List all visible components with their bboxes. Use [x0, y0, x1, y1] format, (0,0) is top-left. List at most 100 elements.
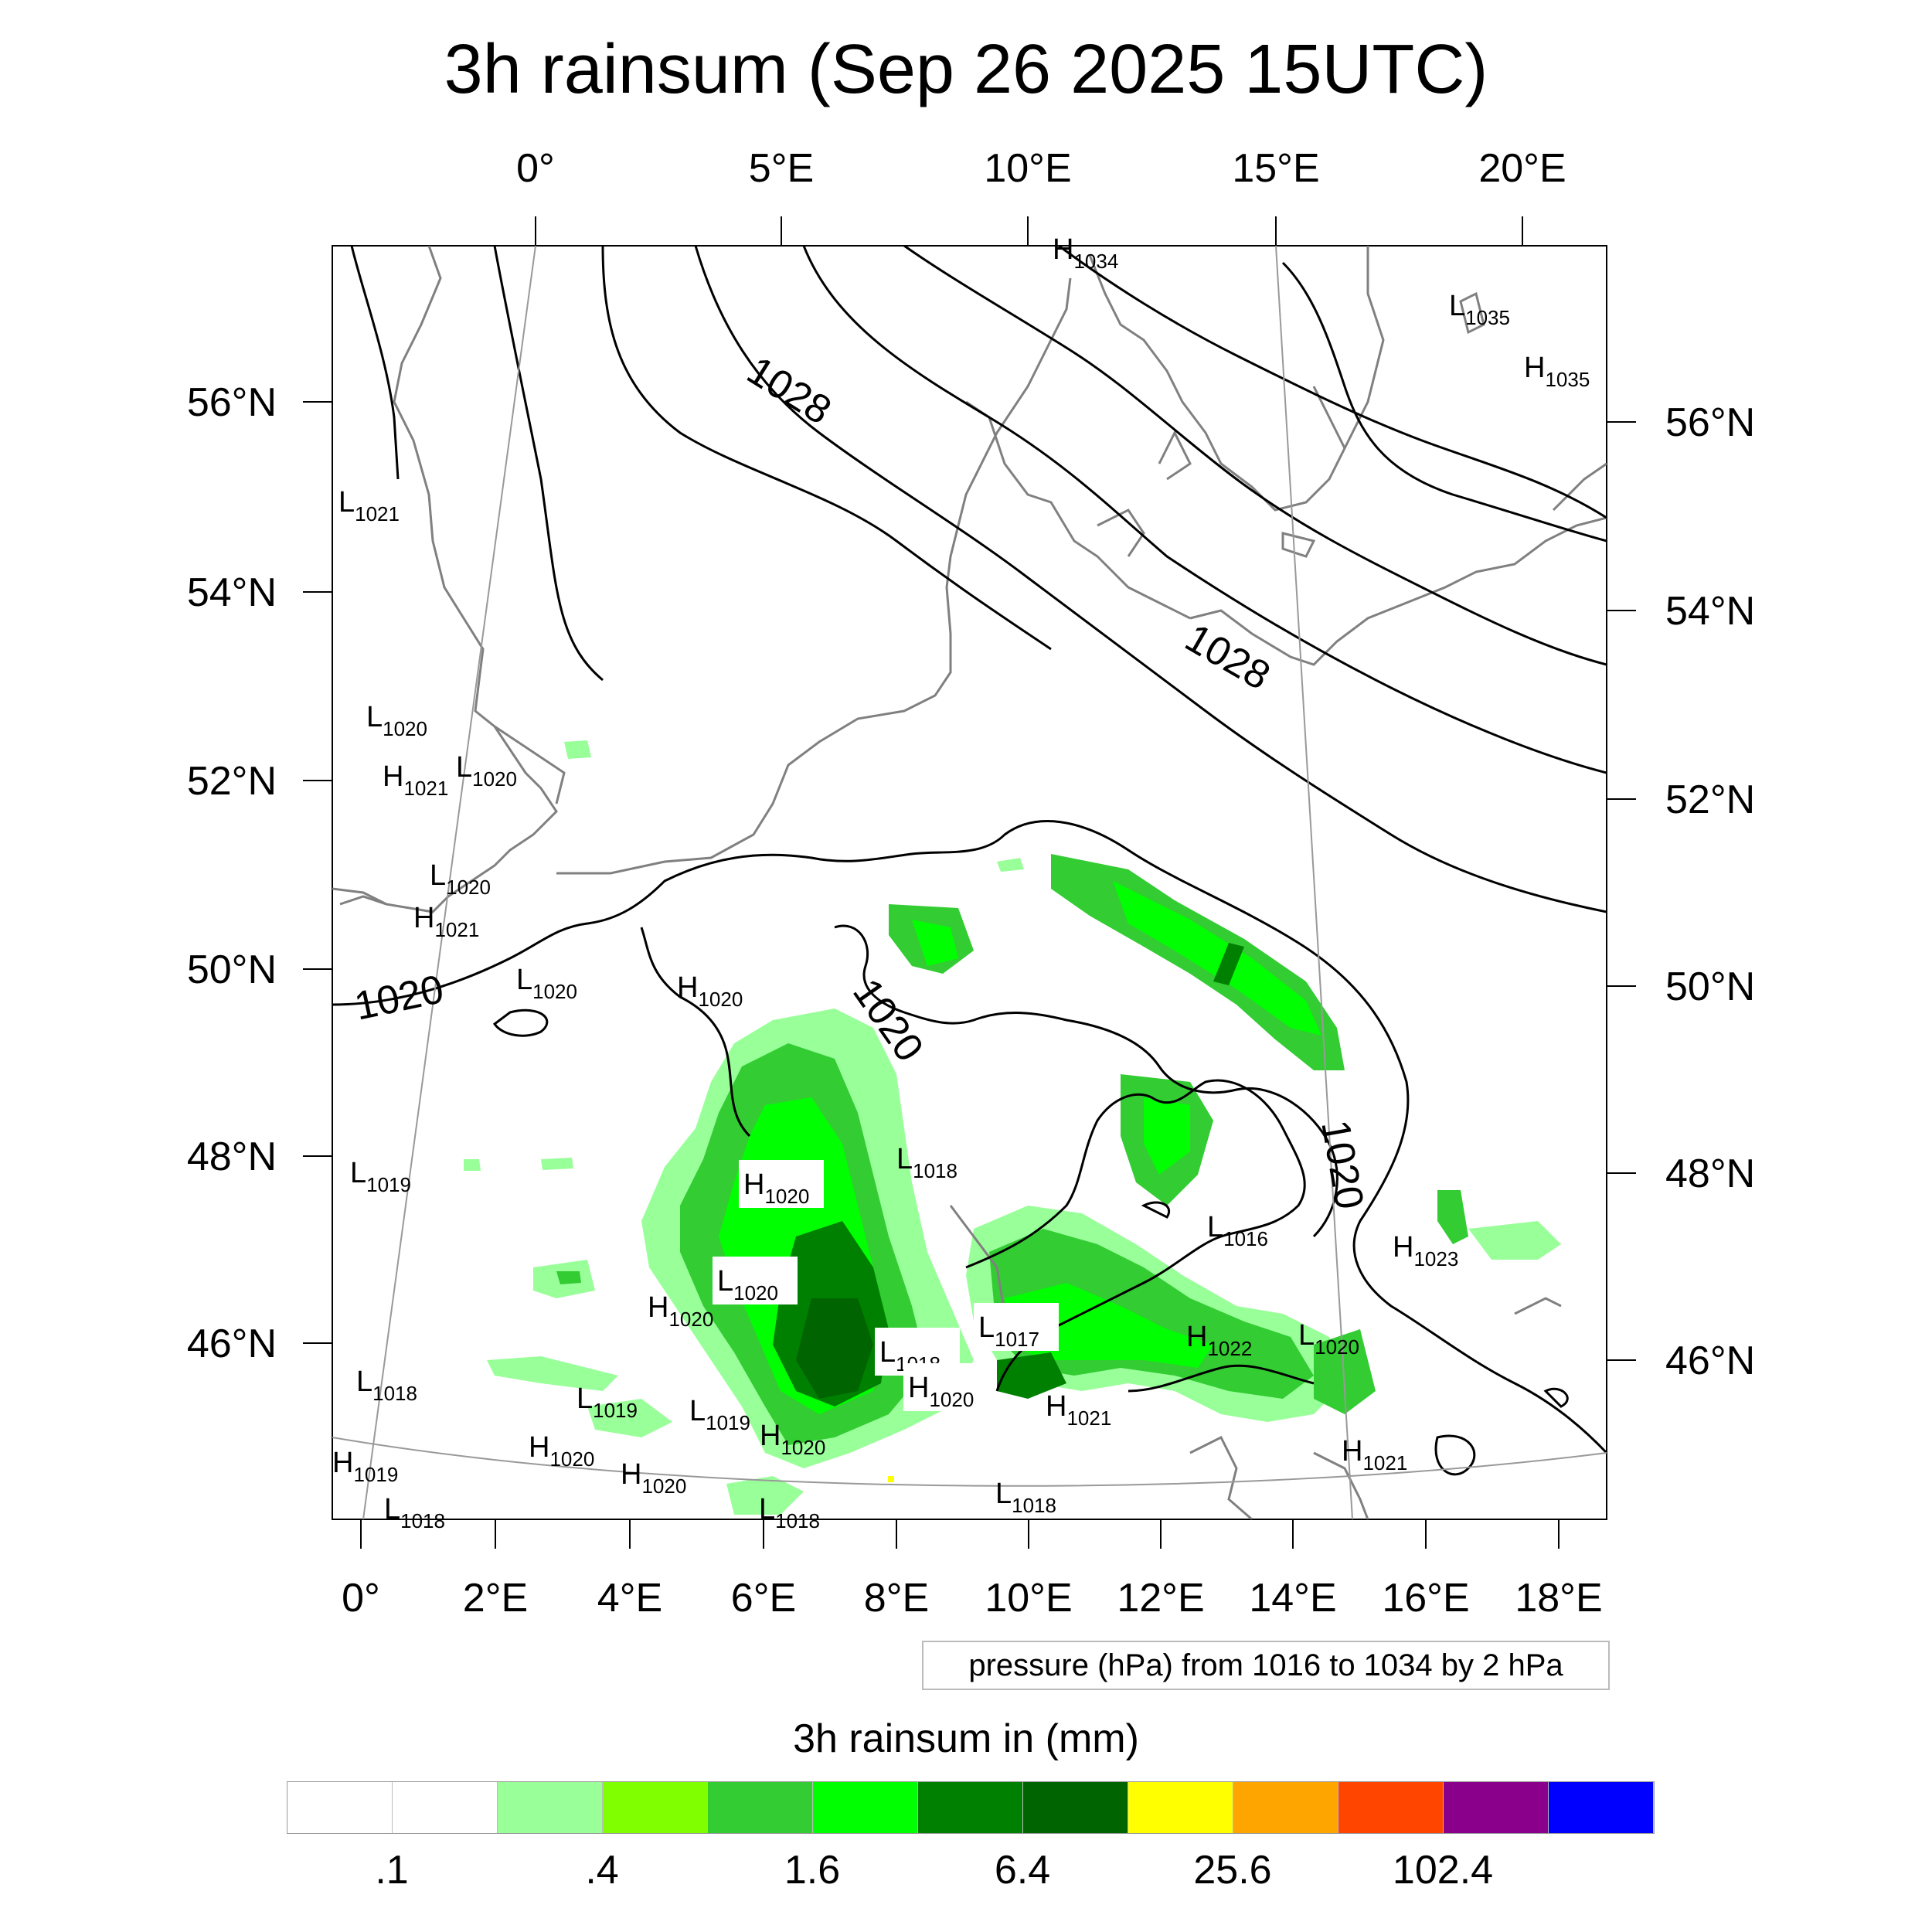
low-pressure-label: L1020: [430, 859, 491, 899]
colorbar-label: .1: [375, 1848, 409, 1893]
pressure-center-text: H1021: [1046, 1390, 1111, 1430]
lat-label: 48°N: [187, 1134, 277, 1179]
low-pressure-label: L1035: [1449, 290, 1510, 329]
high-pressure-label: H1020: [739, 1160, 824, 1208]
colorbar-swatch: [1233, 1782, 1338, 1833]
colorbar-title: 3h rainsum in (mm): [793, 1716, 1139, 1761]
pressure-center-text: H1019: [332, 1447, 398, 1486]
pressure-centers: H1034L1035H1035L1021L1020H1021L1020L1020…: [332, 233, 1590, 1532]
label-background: [713, 1257, 798, 1304]
lat-label: 48°N: [1665, 1151, 1755, 1196]
high-pressure-label: H1020: [529, 1431, 594, 1471]
pressure-center-text: H1020: [621, 1458, 686, 1498]
pressure-center-text: H1023: [1393, 1231, 1458, 1270]
lon-label: 2°E: [463, 1576, 528, 1621]
lat-label: 56°N: [1665, 400, 1755, 445]
colorbar-swatch: [1128, 1782, 1233, 1833]
colorbar-label: 1.6: [784, 1848, 841, 1893]
high-pressure-label: H1020: [903, 1363, 988, 1411]
lat-label: 56°N: [187, 380, 277, 425]
high-pressure-label: H1019: [332, 1447, 398, 1486]
low-pressure-label: L1019: [689, 1395, 750, 1434]
pressure-center-text: L1020: [516, 964, 577, 1003]
pressure-center-text: H1021: [383, 760, 448, 800]
label-background: [903, 1363, 988, 1411]
lat-label: 46°N: [1665, 1338, 1755, 1383]
pressure-center-text: L1035: [1449, 290, 1510, 329]
lon-label: 6°E: [731, 1576, 796, 1621]
pressure-center-text: L1017: [978, 1311, 1039, 1351]
bottom-lon-labels: 0° 2°E 4°E 6°E 8°E 10°E 12°E 14°E 16°E 1…: [342, 1576, 1603, 1621]
pressure-center-text: L1020: [1298, 1319, 1359, 1359]
lon-label: 14°E: [1249, 1576, 1336, 1621]
low-pressure-label: L1020: [1298, 1319, 1359, 1359]
pressure-center-text: L1019: [350, 1157, 411, 1196]
high-pressure-label: H1021: [413, 902, 479, 941]
pressure-center-text: L1018: [356, 1366, 417, 1405]
lon-label: 16°E: [1382, 1576, 1469, 1621]
pressure-center-text: L1018: [384, 1493, 445, 1532]
pressure-center-text: L1019: [577, 1383, 638, 1422]
pressure-center-text: H1020: [677, 971, 743, 1011]
pressure-center-text: L1018: [759, 1493, 820, 1532]
pressure-center-text: H1035: [1524, 352, 1590, 391]
low-pressure-label: L1018: [995, 1478, 1056, 1517]
high-pressure-label: H1021: [1046, 1390, 1111, 1430]
colorbar-swatch: [498, 1782, 603, 1833]
isobars: [332, 246, 1607, 1476]
colorbar-swatch: [1023, 1782, 1128, 1833]
lon-label: 20°E: [1478, 146, 1566, 191]
high-pressure-label: H1020: [677, 971, 743, 1011]
low-pressure-label: L1018: [759, 1493, 820, 1532]
graticule: [332, 246, 1607, 1519]
lon-label: 5°E: [749, 146, 814, 191]
colorbar: [287, 1781, 1655, 1834]
colorbar-label: .4: [585, 1848, 619, 1893]
pressure-center-text: L1019: [689, 1395, 750, 1434]
low-pressure-label: L1020: [366, 701, 427, 740]
pressure-center-text: H1034: [1053, 233, 1118, 273]
colorbar-swatch: [1444, 1782, 1549, 1833]
high-pressure-label: H1035: [1524, 352, 1590, 391]
pressure-center-text: H1020: [908, 1372, 974, 1411]
lon-label: 8°E: [864, 1576, 929, 1621]
pressure-center-text: L1018: [995, 1478, 1056, 1517]
pressure-center-text: H1022: [1186, 1321, 1252, 1360]
colorbar-swatch: [603, 1782, 708, 1833]
pressure-info-box: pressure (hPa) from 1016 to 1034 by 2 hP…: [922, 1641, 1610, 1690]
low-pressure-label: L1020: [713, 1257, 798, 1304]
label-background: [739, 1160, 824, 1208]
high-pressure-label: H1034: [1053, 233, 1118, 273]
lat-label: 52°N: [1665, 777, 1755, 822]
low-pressure-label: L1019: [577, 1383, 638, 1422]
low-pressure-label: L1018: [896, 1143, 957, 1182]
colorbar-label: 25.6: [1193, 1848, 1272, 1893]
colorbar-label: 102.4: [1392, 1848, 1494, 1893]
pressure-center-text: H1020: [529, 1431, 594, 1471]
colorbar-swatch: [393, 1782, 498, 1833]
plot-frame: [332, 245, 1607, 1520]
high-pressure-label: H1023: [1393, 1231, 1458, 1270]
colorbar-swatch: [708, 1782, 813, 1833]
low-pressure-label: L1018: [356, 1366, 417, 1405]
high-pressure-label: H1020: [648, 1291, 713, 1331]
low-pressure-label: L1020: [456, 751, 517, 791]
pressure-center-text: H1021: [413, 902, 479, 941]
pressure-center-text: L1020: [456, 751, 517, 791]
pressure-center-text: L1020: [430, 859, 491, 899]
colorbar-swatch: [918, 1782, 1023, 1833]
high-pressure-label: H1020: [760, 1420, 825, 1459]
lon-label: 10°E: [985, 1576, 1072, 1621]
colorbar-label: 6.4: [994, 1848, 1051, 1893]
pressure-center-text: H1020: [743, 1168, 809, 1208]
lon-label: 0°: [342, 1576, 380, 1621]
low-pressure-label: L1017: [974, 1303, 1059, 1351]
left-lat-labels: 56°N 54°N 52°N 50°N 48°N 46°N: [187, 380, 277, 1366]
axis-ticks: [303, 216, 1636, 1549]
pressure-center-text: L1016: [1207, 1211, 1268, 1250]
low-pressure-label: L1021: [338, 486, 400, 526]
label-background: [974, 1303, 1059, 1351]
low-pressure-label: L1020: [516, 964, 577, 1003]
pressure-center-text: L1021: [338, 486, 400, 526]
